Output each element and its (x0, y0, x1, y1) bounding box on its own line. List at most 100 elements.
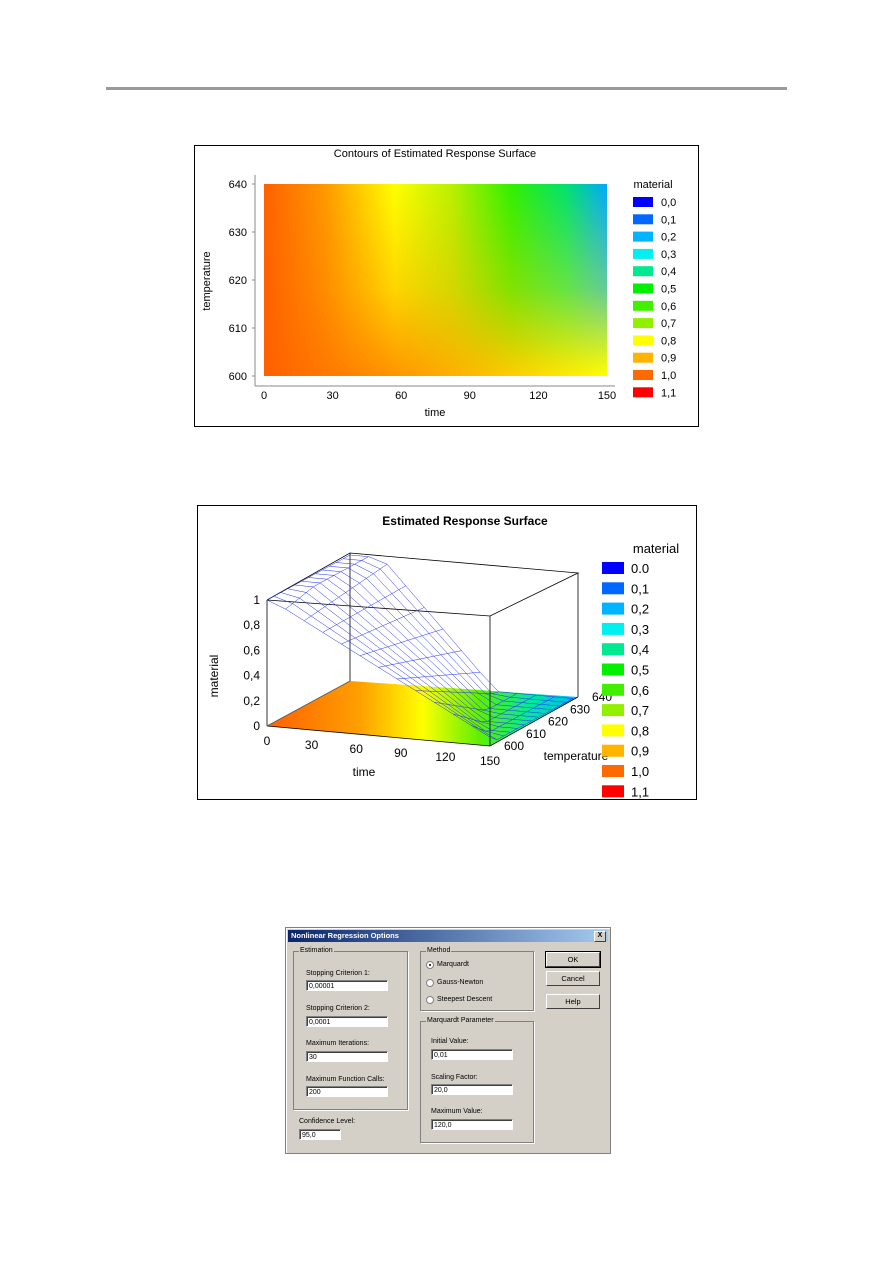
z-axis-label: material (207, 655, 221, 698)
legend-label: 0,8 (661, 335, 676, 347)
maxfunc-input[interactable]: 200 (306, 1086, 388, 1097)
legend-swatch (633, 283, 653, 294)
legend-swatch (602, 622, 624, 635)
legend-swatch (633, 300, 653, 311)
estimation-group: Estimation Stopping Criterion 1: 0,00001… (293, 947, 408, 1110)
legend-swatch (602, 765, 624, 777)
legend-label: 0,1 (661, 214, 676, 226)
y-tick-label: 630 (229, 227, 247, 239)
legend-swatch (602, 704, 624, 717)
legend-label: 0,3 (661, 249, 676, 261)
x-axis-label: time (425, 407, 446, 419)
surface-chart: Estimated Response Surface material time… (197, 505, 697, 800)
chart-title: Estimated Response Surface (382, 514, 548, 528)
legend-label: 0,2 (661, 232, 676, 244)
steepest-descent-radio[interactable] (426, 996, 434, 1004)
plot-area (264, 184, 607, 376)
maximum-value-label: Maximum Value: (431, 1108, 483, 1115)
legend-swatch (633, 214, 653, 225)
legend-label: 1,1 (631, 784, 649, 799)
z-tick-label: 0,8 (243, 618, 260, 632)
y-tick-label: 630 (570, 702, 590, 716)
legend-swatch (633, 248, 653, 259)
legend-swatch (633, 231, 653, 242)
stop2-input[interactable]: 0,0001 (306, 1016, 388, 1027)
help-button[interactable]: Help (546, 994, 600, 1009)
y-tick-label: 620 (229, 275, 247, 287)
method-group-title: Method (426, 947, 452, 955)
chart-title: Contours of Estimated Response Surface (334, 148, 536, 160)
legend-title: material (633, 541, 679, 556)
legend-swatch (633, 387, 653, 398)
legend-swatch (602, 724, 624, 737)
legend-swatch (602, 602, 624, 615)
y-tick-label: 600 (504, 739, 524, 753)
stop2-label: Stopping Criterion 2: (306, 1005, 370, 1012)
x-tick-label: 90 (394, 746, 408, 760)
ok-button[interactable]: OK (545, 951, 601, 968)
x-tick-label: 120 (435, 750, 455, 764)
maxfunc-label: Maximum Function Calls: (306, 1076, 385, 1083)
z-tick-label: 0,6 (243, 643, 260, 657)
marquardt-radio[interactable] (426, 961, 434, 969)
x-tick-label: 30 (326, 390, 338, 402)
y-tick-label: 640 (229, 179, 247, 191)
close-icon[interactable]: X (594, 931, 606, 942)
y-tick-label: 620 (548, 715, 568, 729)
legend-label: 0,7 (661, 318, 676, 330)
legend-swatch (602, 785, 624, 798)
legend-label: 0,6 (631, 683, 649, 698)
marquardt-label: Marquardt (437, 961, 469, 968)
legend-label: 0.0 (631, 561, 649, 576)
legend-swatch (633, 197, 653, 207)
gauss-newton-label: Gauss-Newton (437, 979, 484, 986)
legend-swatch (602, 582, 624, 595)
scaling-factor-label: Scaling Factor: (431, 1074, 478, 1081)
dialog-title: Nonlinear Regression Options (291, 931, 399, 940)
legend-swatch (633, 370, 653, 380)
legend-label: 0,8 (631, 723, 649, 738)
legend-label: 0,3 (631, 622, 649, 637)
legend-swatch (633, 318, 653, 329)
legend-swatch (602, 562, 624, 574)
legend-label: 0,9 (661, 353, 676, 365)
x-tick-label: 60 (350, 742, 364, 756)
initial-value-input[interactable]: 0,01 (431, 1049, 513, 1060)
legend-swatch (633, 352, 653, 363)
x-tick-label: 90 (464, 390, 476, 402)
z-tick-label: 0,4 (243, 669, 260, 683)
legend-label: 1,0 (631, 764, 649, 779)
legend-label: 0,5 (631, 663, 649, 678)
y-tick-label: 610 (526, 727, 546, 741)
maximum-value-input[interactable]: 120,0 (431, 1119, 513, 1130)
x-tick-label: 150 (480, 754, 500, 768)
y-axis-label: temperature (544, 749, 609, 763)
legend-swatch (602, 643, 624, 656)
legend-swatch (602, 663, 624, 676)
maxiter-input[interactable]: 30 (306, 1051, 388, 1062)
marquardt-parameter-group: Marquardt Parameter Initial Value: 0,01 … (420, 1017, 534, 1143)
legend-swatch (633, 335, 653, 346)
y-axis-label: temperature (201, 251, 213, 310)
cancel-button[interactable]: Cancel (546, 971, 600, 986)
scaling-factor-input[interactable]: 20,0 (431, 1084, 513, 1095)
dialog-titlebar: Nonlinear Regression Options X (288, 930, 608, 942)
x-tick-label: 0 (261, 390, 267, 402)
legend-title: material (633, 179, 672, 191)
legend-label: 1,1 (661, 387, 676, 399)
legend-label: 0,1 (631, 581, 649, 596)
confidence-input[interactable]: 95,0 (299, 1129, 341, 1140)
legend-swatch (602, 744, 624, 757)
stop1-label: Stopping Criterion 1: (306, 970, 370, 977)
stop1-input[interactable]: 0,00001 (306, 980, 388, 991)
confidence-label: Confidence Level: (299, 1118, 356, 1125)
gauss-newton-radio[interactable] (426, 979, 434, 987)
maxiter-label: Maximum Iterations: (306, 1040, 370, 1047)
x-tick-label: 150 (598, 390, 616, 402)
legend-label: 0,4 (661, 266, 676, 278)
x-tick-label: 60 (395, 390, 407, 402)
y-tick-label: 600 (229, 371, 247, 383)
steepest-descent-label: Steepest Descent (437, 996, 493, 1003)
z-tick-label: 1 (253, 593, 260, 607)
legend-label: 0,5 (661, 284, 676, 296)
